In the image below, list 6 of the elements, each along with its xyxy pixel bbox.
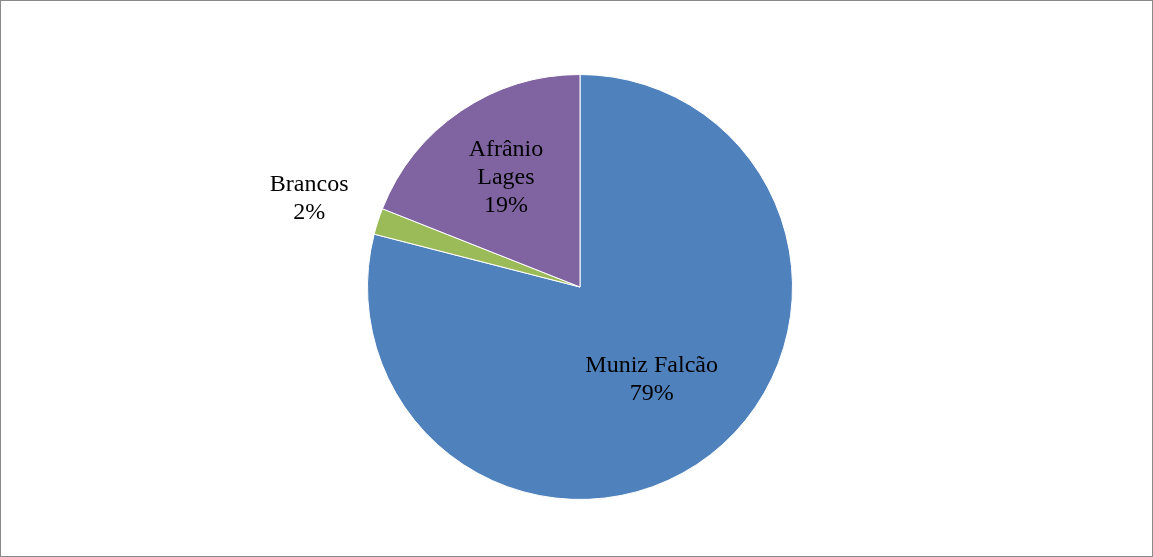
data-label: 79% bbox=[629, 378, 674, 405]
slice-label: Muniz Falcão bbox=[585, 350, 718, 377]
data-label: 2% bbox=[293, 198, 326, 225]
data-label: 19% bbox=[483, 191, 528, 218]
slice-label: Brancos bbox=[269, 170, 349, 197]
slice-label: Afrânio Lages bbox=[468, 135, 544, 190]
